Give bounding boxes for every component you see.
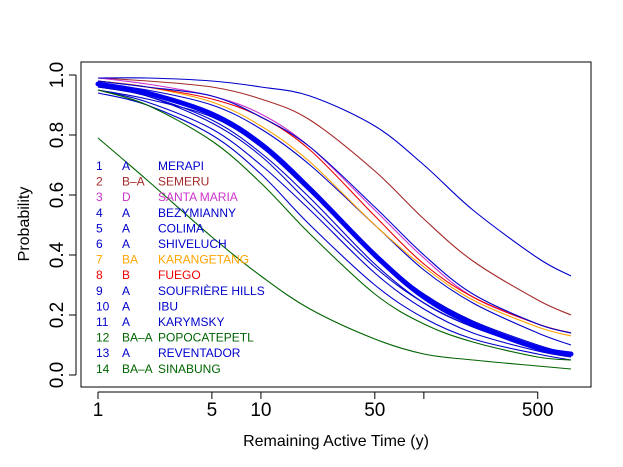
legend-code-bezymianny: A (122, 206, 130, 220)
x-tick-label: 1 (93, 400, 104, 421)
legend-name-ibu: IBU (158, 299, 178, 313)
legend-number-reventador: 13 (96, 346, 110, 360)
x-tick-label: 50 (364, 400, 385, 421)
x-tick-label: 5 (207, 400, 218, 421)
legend-name-colima: COLIMA (158, 221, 204, 235)
legend-number-ibu: 10 (96, 299, 110, 313)
legend-number-colima: 5 (96, 221, 103, 235)
curve-karangetang (97, 80, 572, 337)
y-tick-label: 0.8 (47, 122, 68, 148)
legend-code-santa-maria: D (122, 190, 131, 204)
legend-name-bezymianny: BEZYMIANNY (158, 206, 236, 220)
legend-name-karymsky: KARYMSKY (158, 315, 224, 329)
legend-name-shiveluch: SHIVELUCH (158, 237, 227, 251)
legend-number-semeru: 2 (96, 175, 103, 189)
series-curves (95, 77, 574, 370)
legend-code-popocatepetl: BA–A (122, 331, 153, 345)
y-tick-label: 0.2 (47, 302, 68, 328)
legend-name-santa-maria: SANTA MARIA (158, 190, 238, 204)
legend-code-karymsky: A (122, 315, 130, 329)
curve-shiveluch (97, 83, 572, 346)
legend-name-merapi: MERAPI (158, 159, 204, 173)
legend-name-reventador: REVENTADOR (158, 346, 241, 360)
legend-name-fuego: FUEGO (158, 268, 201, 282)
legend-code-karangetang: BA (122, 253, 138, 267)
legend-code-colima: A (122, 221, 130, 235)
legend-code-ibu: A (122, 299, 130, 313)
x-tick-label: 10 (250, 400, 271, 421)
legend-code-merapi: A (122, 159, 130, 173)
plot-frame (80, 61, 592, 388)
legend-number-soufri-re-hills: 9 (96, 284, 103, 298)
curve-karymsky (97, 92, 572, 361)
legend-number-popocatepetl: 12 (96, 331, 110, 345)
legend-number-sinabung: 14 (96, 362, 110, 376)
legend-number-shiveluch: 6 (96, 237, 103, 251)
y-tick-label: 0.0 (47, 362, 68, 388)
curve-ibu (97, 77, 572, 277)
curve-semeru (97, 77, 572, 316)
y-tick-label: 1.0 (47, 62, 68, 88)
axes: 1 5 10 50 500 0.0 0.2 0.4 0.6 0.8 1.0 (47, 62, 554, 421)
legend-name-popocatepetl: POPOCATEPETL (158, 331, 254, 345)
x-tick-label: 500 (522, 400, 554, 421)
curve-fuego (97, 80, 572, 334)
legend-code-fuego: B (122, 268, 130, 282)
legend: 1 A MERAPI 2 B–A SEMERU 3 D SANTA MARIA 4 A BEZYMIA… (96, 159, 265, 376)
legend-number-merapi: 1 (96, 159, 103, 173)
legend-name-karangetang: KARANGETANG (158, 253, 249, 267)
legend-number-karymsky: 11 (96, 315, 109, 329)
x-axis-title: Remaining Active Time (y) (243, 433, 429, 450)
legend-name-semeru: SEMERU (158, 175, 209, 189)
curve-colima (97, 89, 572, 358)
curve-sinabung (97, 137, 572, 370)
legend-name-soufri-re-hills: SOUFRIÈRE HILLS (158, 283, 265, 298)
legend-number-fuego: 8 (96, 268, 103, 282)
legend-number-karangetang: 7 (96, 253, 103, 267)
curve-reventador (97, 80, 572, 334)
legend-name-sinabung: SINABUNG (158, 362, 221, 376)
curve-popocatepetl (97, 89, 572, 361)
legend-number-bezymianny: 4 (96, 206, 103, 220)
curve-mean (95, 81, 574, 357)
legend-code-reventador: A (122, 346, 130, 360)
legend-code-sinabung: BA–A (122, 362, 153, 376)
legend-code-semeru: B–A (122, 175, 145, 189)
y-tick-label: 0.4 (47, 241, 68, 268)
legend-number-santa-maria: 3 (96, 190, 103, 204)
y-tick-label: 0.6 (47, 182, 68, 208)
y-axis-title: Probability (16, 187, 33, 262)
legend-code-shiveluch: A (122, 237, 130, 251)
legend-code-soufri-re-hills: A (122, 284, 130, 298)
